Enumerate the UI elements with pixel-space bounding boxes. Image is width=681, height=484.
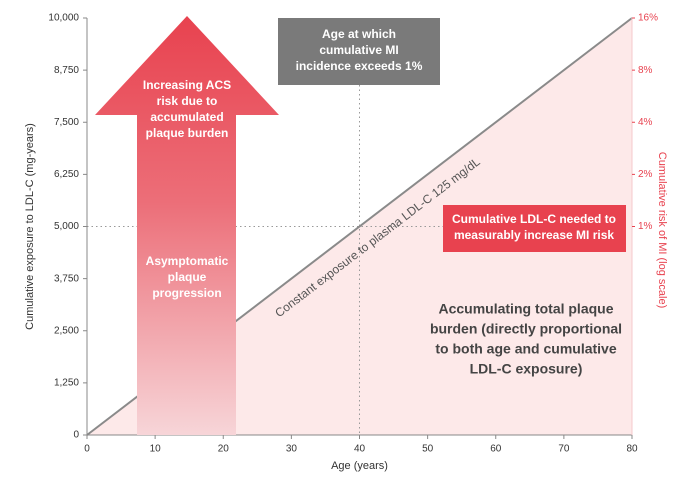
x-tick-label: 50 [422, 444, 434, 455]
y2-tick-label: 8% [638, 65, 653, 76]
x-tick-label: 40 [354, 444, 366, 455]
ldl-box [443, 205, 626, 252]
y2-tick-label: 16% [638, 13, 658, 24]
y-tick-label: 1,250 [54, 378, 79, 389]
x-tick-label: 30 [286, 444, 298, 455]
y-tick-label: 2,500 [54, 325, 79, 336]
y2-tick-label: 4% [638, 117, 653, 128]
y-tick-label: 7,500 [54, 117, 79, 128]
annotation-ldl-box: measurably increase MI risk [454, 228, 614, 242]
annotation-arrow-top: accumulated [150, 110, 223, 124]
annotation-arrow-bottom: plaque [168, 270, 207, 284]
x-tick-label: 70 [558, 444, 570, 455]
y2-tick-label: 1% [638, 221, 653, 232]
annotation-plaque: to both age and cumulative [435, 341, 616, 357]
annotation-arrow-bottom: progression [152, 286, 221, 300]
annotation-plaque: Accumulating total plaque [438, 301, 613, 317]
x-tick-label: 0 [84, 444, 90, 455]
annotation-arrow-top: plaque burden [146, 126, 229, 140]
y2-axis-label: Cumulative risk of MI (log scale) [656, 152, 668, 309]
y-tick-label: 6,250 [54, 169, 79, 180]
annotation-arrow-bottom: Asymptomatic [146, 254, 229, 268]
annotation-arrow-top: Increasing ACS [143, 78, 231, 92]
y-tick-label: 5,000 [54, 221, 79, 232]
age-box [278, 18, 440, 85]
y-tick-label: 3,750 [54, 273, 79, 284]
y-tick-label: 8,750 [54, 65, 79, 76]
annotation-plaque: LDL-C exposure) [470, 361, 583, 377]
x-tick-label: 80 [626, 444, 638, 455]
annotation-ldl-box: Cumulative LDL-C needed to [452, 212, 616, 226]
x-tick-label: 60 [490, 444, 502, 455]
annotation-plaque: burden (directly proportional [430, 321, 622, 337]
annotation-arrow-top: risk due to [157, 94, 218, 108]
y-tick-label: 10,000 [48, 13, 79, 24]
arrow [95, 16, 279, 435]
y2-tick-label: 2% [638, 169, 653, 180]
x-tick-label: 20 [218, 444, 230, 455]
y-tick-label: 0 [73, 430, 79, 441]
annotation-age-box: Age at which [322, 27, 396, 41]
x-tick-label: 10 [150, 444, 162, 455]
annotation-age-box: incidence exceeds 1% [296, 59, 423, 73]
annotation-age-box: cumulative MI [319, 43, 398, 57]
y-axis-label: Cumulative exposure to LDL-C (mg-years) [24, 123, 36, 330]
x-axis-label: Age (years) [331, 460, 388, 472]
